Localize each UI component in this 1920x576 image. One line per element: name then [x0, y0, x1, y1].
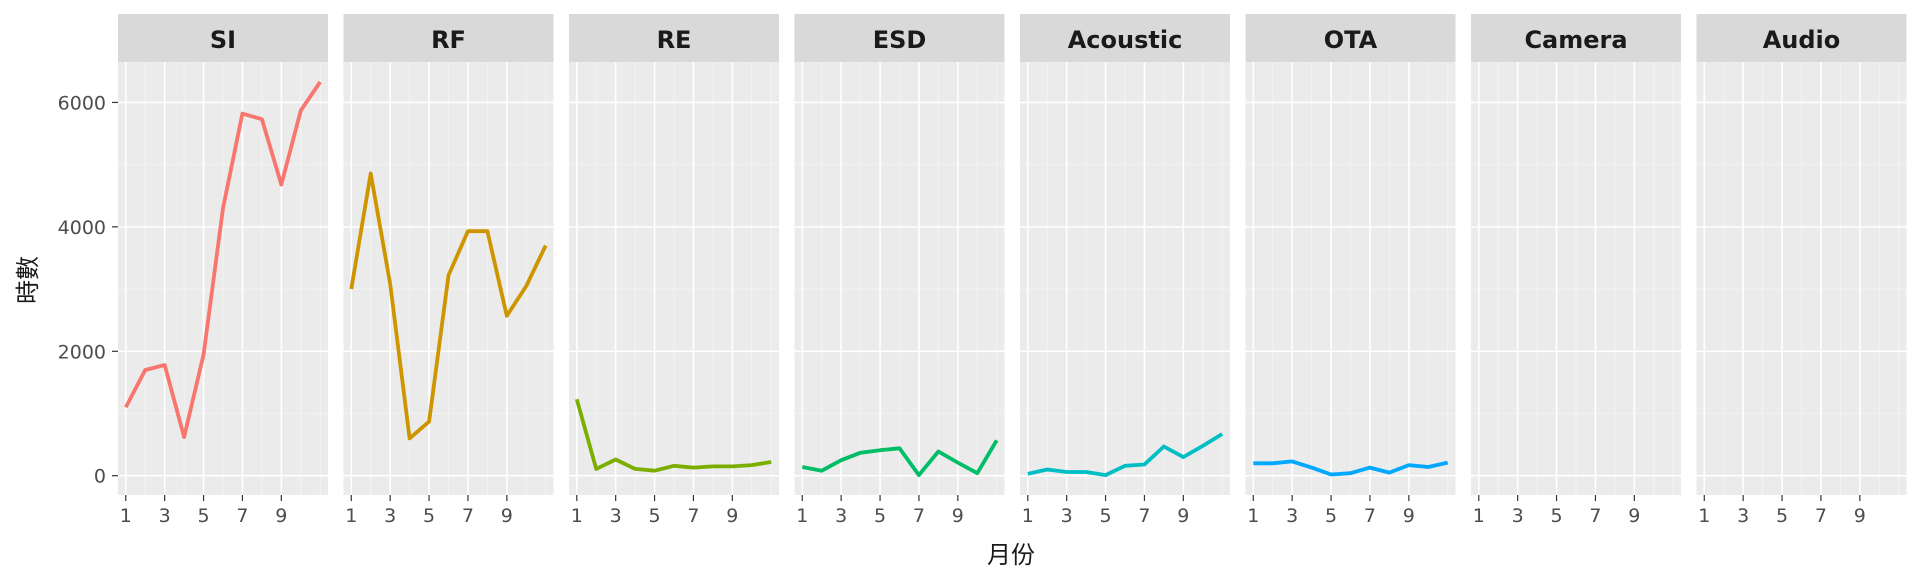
x-tick-label: 5 — [1551, 505, 1563, 527]
facet-panel: RE 1 3 5 7 9 — [569, 14, 779, 527]
x-tick-label: 1 — [120, 505, 132, 527]
facet-strip — [794, 14, 1005, 62]
x-tick-label: 1 — [345, 505, 357, 527]
series-line — [1027, 432, 1224, 478]
facet-strip-label: OTA — [1324, 26, 1378, 54]
facet-panel: ESD 1 3 5 7 9 — [794, 14, 1005, 527]
x-tick-label: 3 — [835, 505, 847, 527]
y-tick-label: 6000 — [58, 92, 106, 114]
series-line — [574, 398, 772, 473]
x-tick-label: 5 — [423, 505, 435, 527]
facet-panel: Acoustic 1 3 5 7 9 — [1020, 14, 1230, 527]
series-line — [124, 80, 322, 440]
y-tick-label: 2000 — [58, 341, 106, 363]
series-line — [801, 439, 999, 478]
facet-strip — [343, 14, 554, 62]
x-tick-label: 7 — [1138, 505, 1150, 527]
facet-strip — [1471, 14, 1681, 62]
x-tick-label: 5 — [874, 505, 886, 527]
facet-strip-label: RE — [657, 26, 692, 54]
x-tick-label: 3 — [1286, 505, 1298, 527]
facet-strip-label: SI — [210, 26, 236, 54]
y-axis: 0 2000 4000 6000 — [58, 92, 118, 488]
x-tick-label: 9 — [501, 505, 513, 527]
x-tick-label: 1 — [796, 505, 808, 527]
x-tick-label: 7 — [1364, 505, 1376, 527]
facet-strip-label: Camera — [1524, 26, 1627, 54]
x-tick-label: 5 — [198, 505, 210, 527]
facet-panels: SI 1 3 5 7 9 RF 1 3 5 7 9 RE 1 3 5 7 9 ESD 1 3 5 7 9 Acoustic 1 3 5… — [118, 14, 1907, 527]
facet-strip — [569, 14, 779, 62]
x-tick-label: 9 — [726, 505, 738, 527]
x-tick-label: 9 — [1628, 505, 1640, 527]
facet-panel: OTA 1 3 5 7 9 — [1245, 14, 1456, 527]
facet-strip-label: Audio — [1763, 26, 1841, 54]
x-tick-label: 3 — [1512, 505, 1524, 527]
y-axis-title: 時數 — [14, 256, 42, 304]
x-tick-label: 1 — [1247, 505, 1259, 527]
y-tick-label: 0 — [94, 466, 106, 488]
x-tick-label: 9 — [952, 505, 964, 527]
x-tick-label: 7 — [1815, 505, 1827, 527]
facet-panel: SI 1 3 5 7 9 — [118, 14, 328, 527]
x-tick-label: 9 — [1177, 505, 1189, 527]
facet-strip-label: RF — [431, 26, 466, 54]
x-tick-label: 9 — [1403, 505, 1415, 527]
x-tick-label: 5 — [1325, 505, 1337, 527]
facet-panel: Audio 1 3 5 7 9 — [1696, 14, 1907, 527]
x-tick-label: 7 — [1589, 505, 1601, 527]
x-tick-label: 9 — [275, 505, 287, 527]
facet-strip — [1245, 14, 1456, 62]
series-line — [349, 171, 548, 441]
facet-strip — [1020, 14, 1230, 62]
facet-strip — [1696, 14, 1907, 62]
x-tick-label: 3 — [1737, 505, 1749, 527]
x-tick-label: 1 — [1022, 505, 1034, 527]
x-tick-label: 3 — [159, 505, 171, 527]
x-tick-label: 3 — [1061, 505, 1073, 527]
x-axis-title: 月份 — [987, 541, 1035, 569]
x-tick-label: 5 — [1100, 505, 1112, 527]
series-line — [1253, 459, 1449, 477]
facet-strip — [118, 14, 328, 62]
facet-panel: RF 1 3 5 7 9 — [343, 14, 554, 527]
x-tick-label: 7 — [913, 505, 925, 527]
x-tick-label: 5 — [1776, 505, 1788, 527]
x-tick-label: 1 — [1473, 505, 1485, 527]
x-tick-label: 3 — [610, 505, 622, 527]
x-tick-label: 1 — [571, 505, 583, 527]
y-tick-label: 4000 — [58, 217, 106, 239]
facet-strip-label: ESD — [873, 26, 927, 54]
facet-panel: Camera 1 3 5 7 9 — [1471, 14, 1681, 527]
x-tick-label: 7 — [687, 505, 699, 527]
x-tick-label: 9 — [1854, 505, 1866, 527]
x-tick-label: 3 — [384, 505, 396, 527]
facet-strip-label: Acoustic — [1068, 26, 1183, 54]
x-tick-label: 7 — [236, 505, 248, 527]
x-tick-label: 1 — [1698, 505, 1710, 527]
x-tick-label: 7 — [462, 505, 474, 527]
x-tick-label: 5 — [649, 505, 661, 527]
